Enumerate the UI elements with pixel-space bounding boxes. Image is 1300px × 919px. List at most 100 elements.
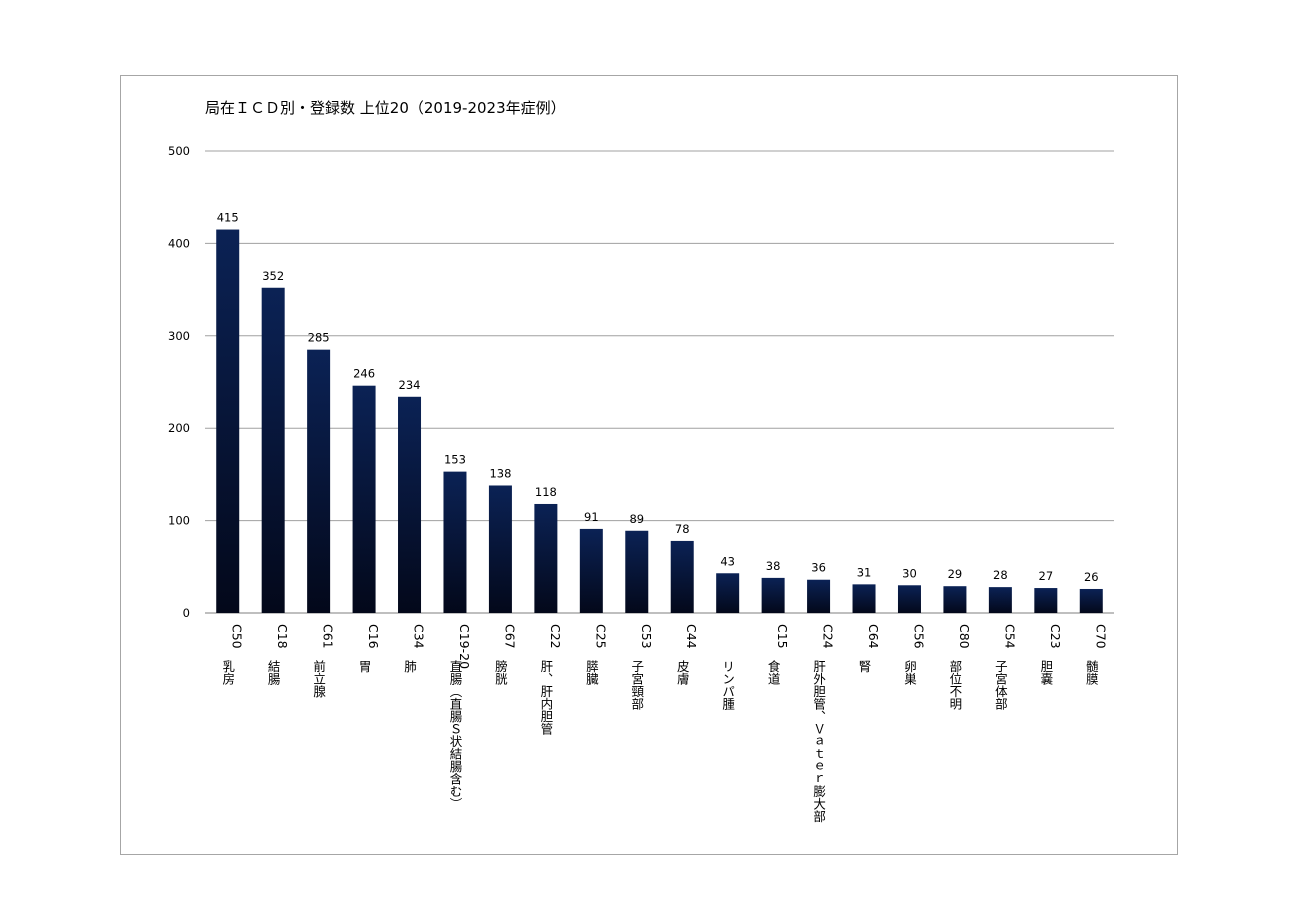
y-tick-label: 400	[168, 236, 190, 250]
chart-frame	[120, 75, 1178, 855]
y-tick-label: 100	[168, 514, 190, 528]
x-category-label: C54 子宮体部	[993, 624, 1018, 710]
x-category-label: C24 肝外胆管、Ｖａｔｅｒ膨大部	[811, 624, 836, 823]
bar	[216, 229, 240, 614]
bar	[261, 287, 285, 613]
bar	[716, 573, 740, 613]
data-label: 36	[811, 561, 826, 575]
x-category-code: C34	[412, 624, 427, 649]
x-category-name: 卵巣	[902, 660, 917, 686]
bar	[307, 349, 331, 613]
bar	[852, 584, 876, 613]
x-category-label: C67 膀胱	[493, 624, 518, 686]
x-category-label: C22 肝、肝内胆管	[538, 624, 563, 736]
x-category-name: 皮膚	[675, 660, 690, 685]
bar	[1034, 588, 1058, 613]
data-label: 285	[308, 331, 330, 345]
data-label: 30	[902, 566, 917, 580]
x-category-code: C25	[593, 624, 608, 649]
data-label: 43	[720, 554, 735, 568]
x-category-label: C25 膵臓	[584, 624, 609, 686]
bar	[807, 579, 831, 613]
x-category-name: 胃	[357, 660, 372, 673]
x-category-name: 前立腺	[311, 659, 326, 698]
x-category-label: C53 子宮頸部	[629, 624, 654, 710]
x-category-code: C15	[775, 624, 790, 649]
bar	[579, 528, 603, 613]
data-label: 28	[993, 568, 1008, 582]
x-category-code: C80	[957, 624, 972, 649]
x-category-name: 胆嚢	[1038, 660, 1053, 686]
x-category-name: リンパ腫	[720, 660, 735, 711]
x-category-code: C22	[548, 624, 563, 649]
x-category-name: 結腸	[266, 660, 281, 686]
x-category-label: リンパ腫	[720, 660, 735, 711]
x-category-label: C16 胃	[357, 624, 382, 673]
bar	[488, 485, 512, 613]
x-category-name: 膀胱	[493, 659, 508, 686]
x-category-label: C23 胆嚢	[1038, 624, 1063, 686]
bar	[1079, 588, 1103, 613]
x-category-code: C18	[275, 624, 290, 649]
x-category-name: 直腸（直腸Ｓ状結腸含む）	[447, 660, 462, 810]
x-category-name: 肝、肝内胆管	[538, 660, 553, 736]
bar	[988, 587, 1012, 613]
data-labels: 415 352 285 246 234 153 138 118 91 89 78 43 38 36 31 30…	[217, 211, 1099, 584]
data-label: 352	[262, 269, 284, 283]
bar	[761, 577, 785, 613]
x-category-code: C24	[821, 624, 836, 649]
data-label: 246	[353, 367, 375, 381]
x-category-name: 肺	[402, 660, 417, 673]
data-label: 29	[948, 567, 963, 581]
x-category-code: C67	[502, 624, 517, 649]
x-category-label: C18 結腸	[266, 624, 291, 686]
x-category-name: 乳房	[220, 660, 235, 685]
bar	[897, 585, 921, 613]
x-category-label: C44 皮膚	[675, 624, 700, 685]
x-category-name: 子宮頸部	[629, 660, 644, 710]
x-category-name: 肝外胆管、Ｖａｔｅｒ膨大部	[811, 660, 826, 823]
bar	[670, 540, 694, 613]
x-category-code: C54	[1002, 624, 1017, 649]
x-category-code: C70	[1093, 624, 1108, 649]
x-category-name: 子宮体部	[993, 660, 1008, 710]
bar	[352, 385, 376, 613]
gridlines	[205, 150, 1114, 614]
x-category-name: 膵臓	[584, 660, 599, 686]
data-label: 31	[857, 565, 872, 579]
data-label: 118	[535, 485, 557, 499]
x-category-name: 腎	[857, 660, 872, 673]
x-category-label: C64 腎	[857, 624, 882, 673]
x-category-label: C15 食道	[766, 624, 791, 685]
x-category-label: C61 前立腺	[311, 624, 336, 698]
y-tick-label: 500	[168, 144, 190, 158]
x-category-code: C19-20	[457, 624, 472, 669]
x-category-code: C53	[639, 624, 654, 649]
data-label: 27	[1039, 569, 1054, 583]
bar	[625, 530, 649, 613]
data-label: 91	[584, 510, 599, 524]
bar	[943, 586, 967, 613]
data-label: 153	[444, 453, 466, 467]
y-axis-ticks: 0 100 200 300 400 500	[168, 144, 190, 620]
data-label: 38	[766, 559, 781, 573]
x-category-code: C44	[684, 624, 699, 649]
x-axis-labels: C50 乳房 C18 結腸 C61 前立腺 C16 胃 C34 肺 C19-20直腸（直腸Ｓ状結腸含…	[220, 624, 1108, 823]
y-tick-label: 0	[183, 606, 190, 620]
bars	[216, 229, 1103, 614]
x-category-name: 髄膜	[1084, 659, 1099, 686]
x-category-code: C61	[321, 624, 336, 649]
x-category-code: C16	[366, 624, 381, 649]
x-category-label: C34 肺	[402, 624, 427, 673]
data-label: 415	[217, 211, 239, 225]
x-category-code: C56	[911, 624, 926, 649]
x-category-code: C50	[230, 624, 245, 649]
x-category-label: C56 卵巣	[902, 624, 927, 686]
y-tick-label: 200	[168, 421, 190, 435]
x-category-name: 食道	[766, 659, 781, 685]
data-label: 89	[629, 512, 644, 526]
x-category-label: C80 部位不明	[947, 624, 972, 711]
data-label: 78	[675, 522, 690, 536]
